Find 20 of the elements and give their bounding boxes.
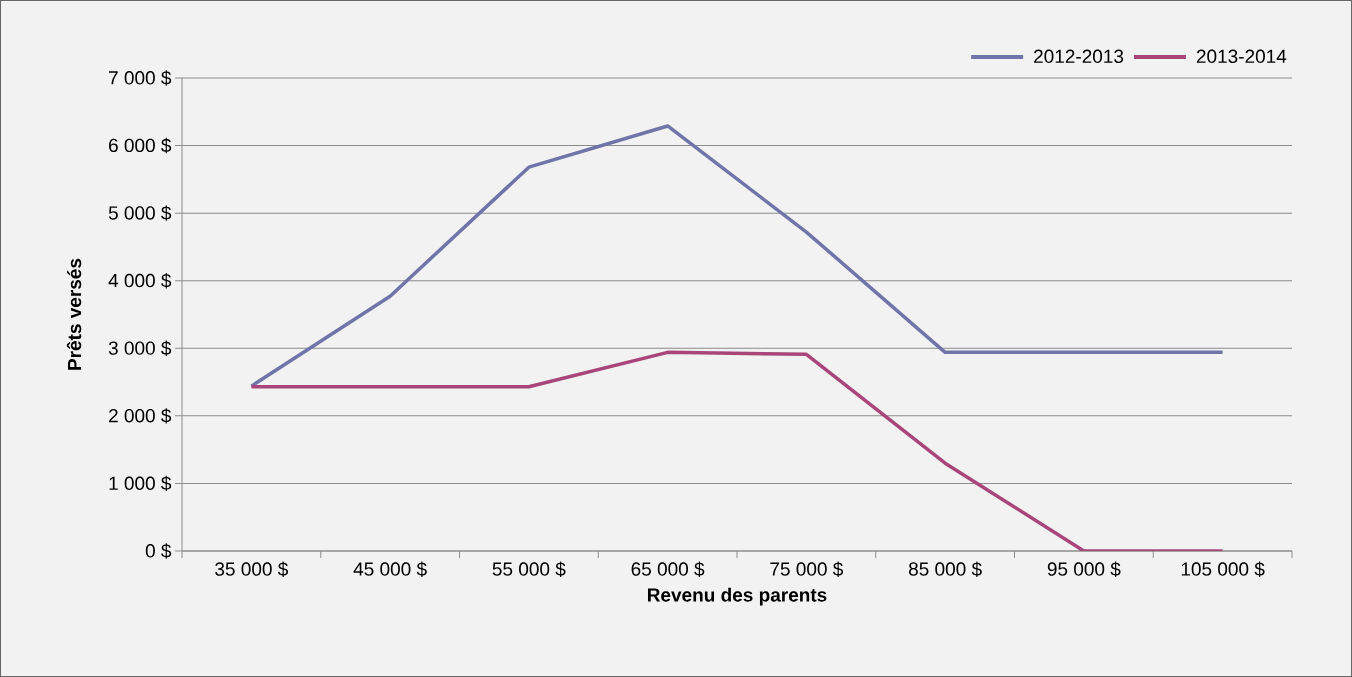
y-tick-label: 1 000 $ bbox=[109, 475, 172, 492]
y-tick-label: 3 000 $ bbox=[108, 340, 172, 356]
y-tick-label: 4 000 $ bbox=[108, 273, 172, 289]
legend-label: 2013-2014 bbox=[1196, 49, 1287, 64]
y-tick-label: 5 000 $ bbox=[108, 205, 172, 221]
x-tick-label: 65 000 $ bbox=[631, 561, 705, 577]
x-tick-label: 105 000 $ bbox=[1181, 561, 1265, 577]
y-axis-title: Prêts versés bbox=[66, 258, 82, 370]
y-tick-label: 0 $ bbox=[145, 543, 172, 559]
y-tick-label: 7 000 $ bbox=[109, 70, 172, 86]
y-tick-label: 2 000 $ bbox=[109, 408, 172, 424]
x-tick-label: 75 000 $ bbox=[770, 561, 844, 577]
x-tick-label: 45 000 $ bbox=[353, 561, 427, 577]
x-tick-label: 95 000 $ bbox=[1047, 561, 1121, 577]
x-tick-label: 35 000 $ bbox=[215, 561, 289, 577]
y-tick-label: 6 000 $ bbox=[109, 137, 172, 154]
legend-label: 2012-2013 bbox=[1034, 49, 1124, 64]
x-tick-label: 55 000 $ bbox=[492, 561, 566, 577]
x-axis-title: Revenu des parents bbox=[647, 587, 827, 606]
x-tick-label: 85 000 $ bbox=[908, 561, 982, 577]
